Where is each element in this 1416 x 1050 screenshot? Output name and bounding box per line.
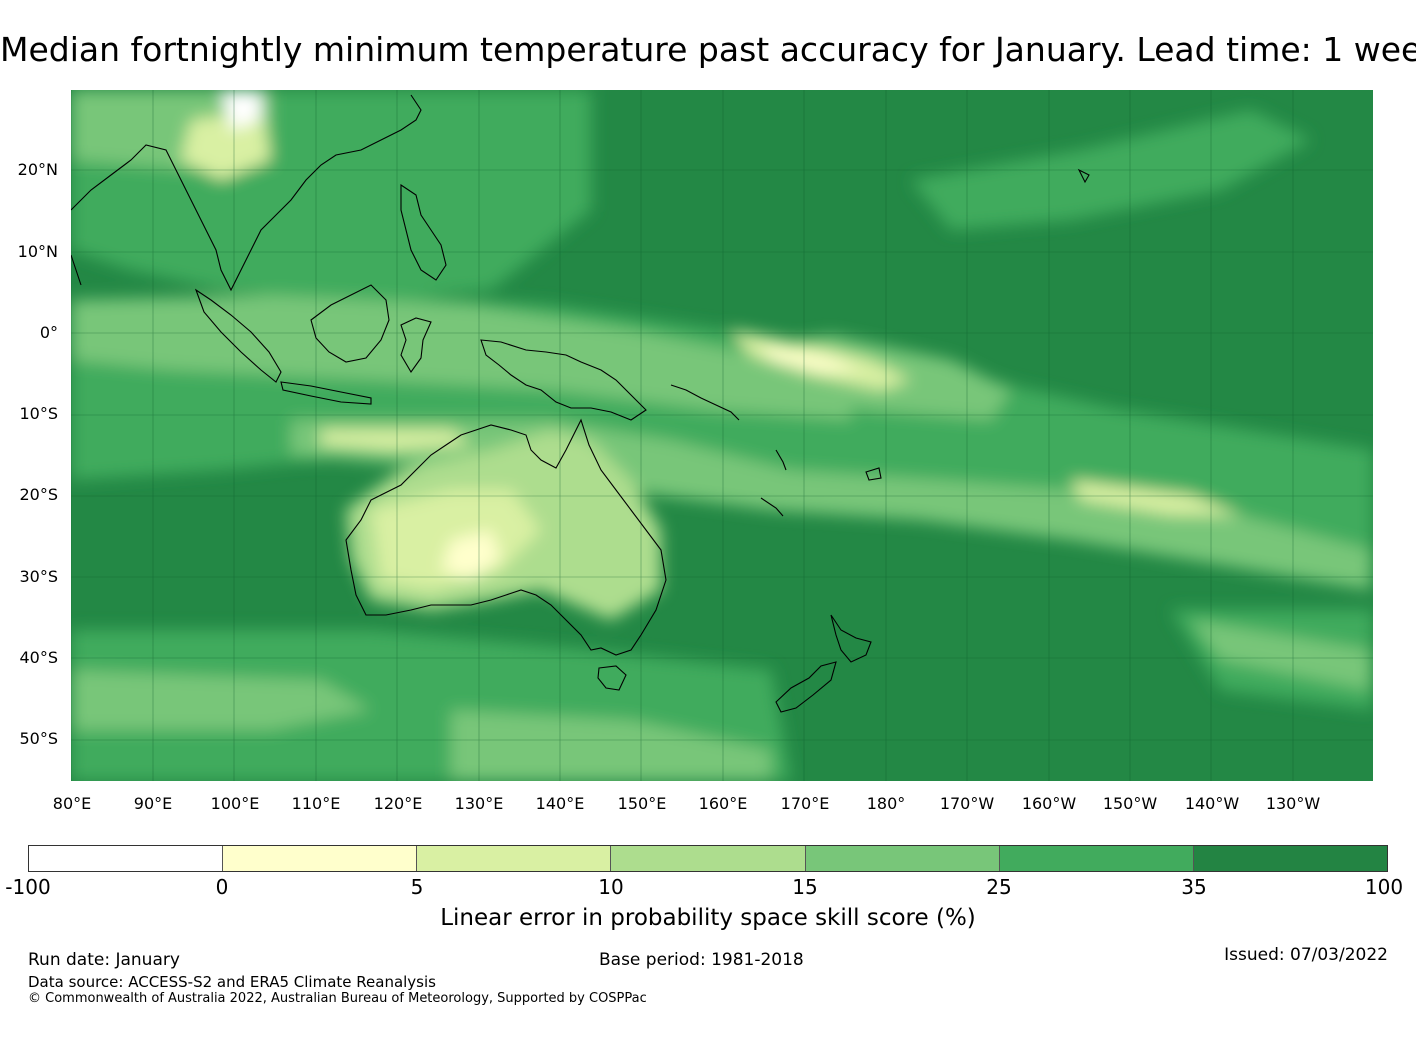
colorbar-tick: 35	[1181, 875, 1207, 899]
colorbar-tick: 0	[215, 875, 229, 899]
colorbar-segment	[29, 846, 224, 871]
skill-region	[1191, 620, 1371, 690]
lon-label: 140°E	[535, 794, 585, 813]
philippines-coast	[400, 183, 447, 281]
data-source: Data source: ACCESS-S2 and ERA5 Climate …	[28, 973, 436, 991]
colorbar-segment	[1193, 846, 1387, 871]
colorbar-segment	[611, 846, 806, 871]
new-caledonia-coast	[760, 497, 784, 517]
lat-label: 0°	[39, 323, 58, 342]
lon-label: 130°W	[1265, 794, 1321, 813]
lat-label: 20°S	[19, 485, 58, 504]
australia-coast	[345, 418, 667, 656]
new-guinea-coast	[480, 339, 647, 421]
tasmania-coast	[597, 665, 627, 691]
lon-label: 150°E	[617, 794, 667, 813]
skill-region	[761, 345, 861, 372]
skill-region	[321, 430, 471, 450]
lat-label: 50°S	[19, 729, 58, 748]
skill-region	[181, 110, 271, 180]
mainland-asia-coast	[71, 94, 422, 292]
graticule	[71, 90, 1373, 781]
colorbar-tick: 10	[598, 875, 624, 899]
colorbar-segment	[805, 846, 1000, 871]
fiji-coast	[865, 467, 882, 481]
lat-label: 30°S	[19, 567, 58, 586]
new-zealand-south-coast	[775, 661, 837, 713]
run-date: Run date: January	[28, 950, 180, 970]
lon-label: 130°E	[454, 794, 504, 813]
colorbar-segment	[417, 846, 612, 871]
colorbar	[28, 845, 1388, 872]
colorbar-label: Linear error in probability space skill …	[440, 905, 976, 931]
skill-region	[451, 710, 771, 781]
lon-label: 150°W	[1102, 794, 1158, 813]
coastlines	[71, 94, 1090, 713]
lon-label: 120°E	[373, 794, 423, 813]
lon-label: 170°W	[939, 794, 995, 813]
lat-label: 40°S	[19, 648, 58, 667]
map-title: Median fortnightly minimum temperature p…	[0, 30, 1416, 69]
solomon-islands-coast	[670, 384, 740, 421]
lon-label: 140°W	[1184, 794, 1240, 813]
colorbar-tick: 15	[792, 875, 818, 899]
india-coast	[71, 254, 82, 286]
lon-label: 160°W	[1021, 794, 1077, 813]
colorbar-segment	[999, 846, 1194, 871]
lon-label: 90°E	[133, 794, 173, 813]
lon-label: 180°	[866, 794, 906, 813]
colorbar-tick: 25	[986, 875, 1012, 899]
lon-label: 170°E	[780, 794, 830, 813]
lon-label: 80°E	[52, 794, 92, 813]
lat-label: 10°S	[19, 404, 58, 423]
skill-score-map	[71, 90, 1373, 781]
skill-regions	[71, 90, 1373, 781]
lon-label: 110°E	[291, 794, 341, 813]
lon-label: 160°E	[698, 794, 748, 813]
lat-label: 20°N	[17, 160, 58, 179]
issued-date: Issued: 07/03/2022	[1224, 945, 1388, 965]
colorbar-tick: 5	[410, 875, 424, 899]
skill-region	[1071, 480, 1241, 515]
map-canvas	[71, 90, 1373, 781]
colorbar-tick: -100	[5, 875, 51, 899]
sumatra-coast	[194, 288, 282, 383]
skill-region	[71, 670, 371, 730]
java-coast	[280, 381, 372, 405]
skill-region	[441, 530, 501, 580]
colorbar-tick: 100	[1364, 875, 1404, 899]
base-period: Base period: 1981-2018	[599, 950, 804, 970]
lat-label: 10°N	[17, 242, 58, 261]
sulawesi-coast	[400, 317, 432, 374]
vanuatu-coast	[775, 449, 787, 471]
skill-region	[71, 295, 851, 420]
copyright-notice: © Commonwealth of Australia 2022, Austra…	[28, 991, 647, 1006]
colorbar-segment	[223, 846, 418, 871]
new-zealand-north-coast	[830, 614, 872, 663]
skill-region	[221, 90, 261, 130]
hawaii-coast	[1077, 168, 1090, 184]
lon-label: 100°E	[210, 794, 260, 813]
borneo-coast	[310, 284, 390, 363]
